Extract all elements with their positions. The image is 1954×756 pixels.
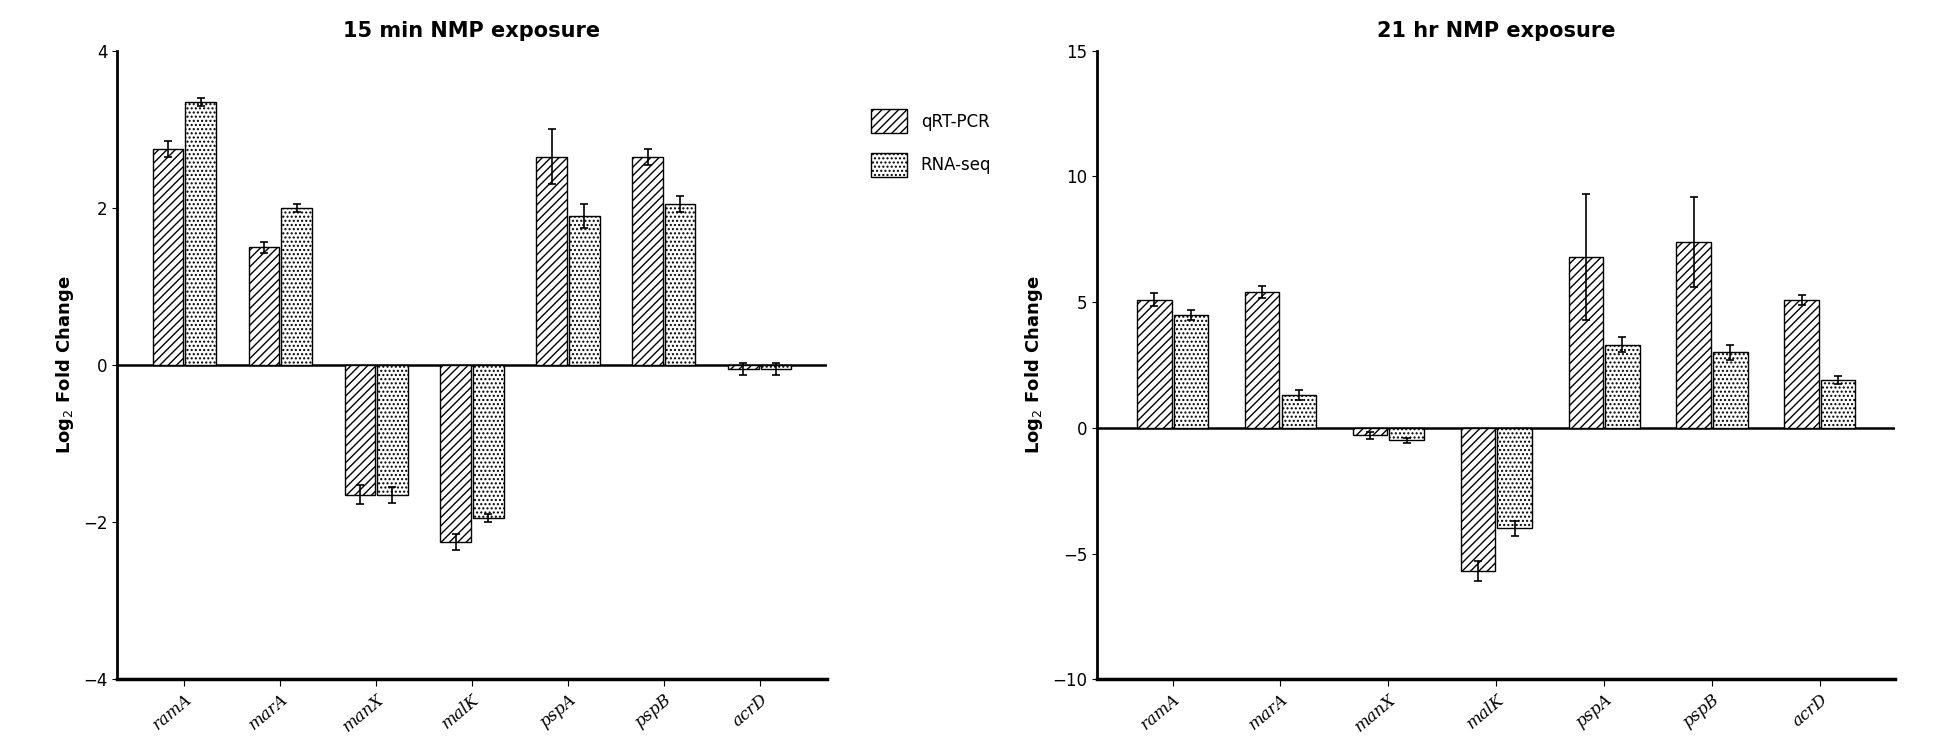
Bar [281, 208, 313, 365]
Bar [248, 247, 279, 365]
Bar [1604, 345, 1639, 428]
Bar [1784, 299, 1819, 428]
Bar [1677, 242, 1712, 428]
Bar [760, 365, 791, 369]
Bar [186, 102, 217, 365]
Title: 15 min NMP exposure: 15 min NMP exposure [344, 21, 600, 41]
Bar [1389, 428, 1424, 441]
Bar [344, 365, 375, 494]
Legend: qRT-PCR, RNA-seq: qRT-PCR, RNA-seq [871, 110, 991, 176]
Bar [1174, 314, 1208, 428]
Bar [1569, 257, 1602, 428]
Bar [1497, 428, 1532, 528]
Bar [633, 156, 662, 365]
Title: 21 hr NMP exposure: 21 hr NMP exposure [1378, 21, 1616, 41]
Bar [535, 156, 567, 365]
Bar [664, 204, 696, 365]
Bar [152, 149, 184, 365]
Y-axis label: Log$_2$ Fold Change: Log$_2$ Fold Change [55, 276, 76, 454]
Bar [569, 215, 600, 365]
Bar [377, 365, 408, 494]
Y-axis label: Log$_2$ Fold Change: Log$_2$ Fold Change [1024, 276, 1045, 454]
Bar [1282, 395, 1317, 428]
Bar [1821, 380, 1856, 428]
Bar [1137, 299, 1172, 428]
Bar [1352, 428, 1387, 435]
Bar [729, 365, 758, 369]
Bar [440, 365, 471, 542]
Bar [1245, 292, 1280, 428]
Bar [473, 365, 504, 519]
Bar [1714, 352, 1747, 428]
Bar [1462, 428, 1495, 572]
